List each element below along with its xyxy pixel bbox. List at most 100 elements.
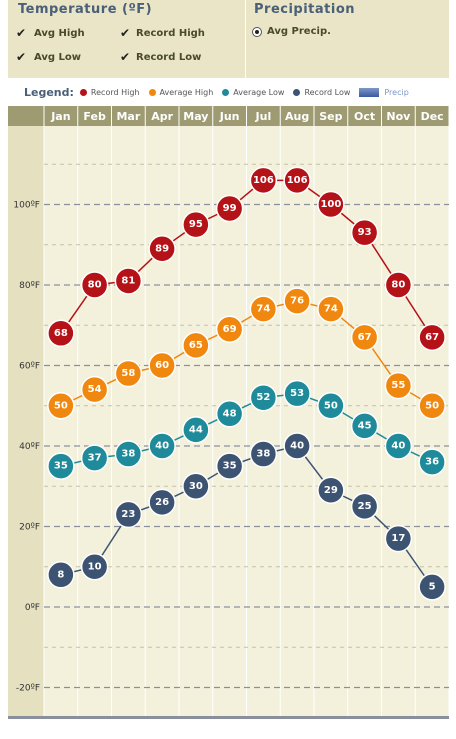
average-high-point xyxy=(249,295,278,323)
avg-precip-label: Avg Precip. xyxy=(267,26,331,37)
record-high-data-label: 106 xyxy=(253,175,274,186)
legend-label: Record Low xyxy=(304,87,351,97)
record-high-point xyxy=(418,323,446,352)
average-low-dot-icon xyxy=(222,88,230,96)
avg-high-checkbox[interactable]: ✔ Avg High xyxy=(16,26,85,40)
month-label: Apr xyxy=(151,110,173,123)
record-low-point xyxy=(148,488,176,517)
average-low-data-label: 38 xyxy=(121,449,135,460)
legend-item-average-high: Average High xyxy=(148,88,213,97)
avg-low-label: Avg Low xyxy=(34,51,82,63)
avg-high-label: Avg High xyxy=(34,27,85,39)
legend-item-record-low: Record Low xyxy=(293,88,350,97)
avg-low-checkbox[interactable]: ✔ Avg Low xyxy=(16,50,81,64)
month-label: Mar xyxy=(116,110,140,123)
average-high-point xyxy=(317,295,345,323)
record-low-point xyxy=(283,432,311,460)
month-label: Jun xyxy=(219,110,240,123)
month-label: Jan xyxy=(50,110,70,123)
average-high-data-label: 54 xyxy=(88,384,102,395)
record-low-point xyxy=(384,524,413,553)
precipitation-title: Precipitation xyxy=(254,2,356,17)
average-high-dot-icon xyxy=(148,88,156,96)
y-tick-label: 60ºF xyxy=(19,362,40,372)
panel-divider xyxy=(245,0,246,78)
record-high-data-label: 106 xyxy=(287,175,308,186)
record-high-data-label: 100 xyxy=(320,199,341,210)
options-panel: Temperature (ºF) ✔ Avg High ✔ Record Hig… xyxy=(8,0,449,78)
month-label: Oct xyxy=(354,110,375,123)
average-high-data-label: 69 xyxy=(223,324,237,335)
record-low-data-label: 17 xyxy=(391,533,405,544)
temperature-title: Temperature (ºF) xyxy=(18,2,153,17)
record-high-data-label: 81 xyxy=(121,275,135,286)
record-low-data-label: 30 xyxy=(189,481,203,492)
average-low-point xyxy=(215,400,244,428)
average-low-point xyxy=(317,392,345,420)
record-low-data-label: 26 xyxy=(155,497,169,508)
average-low-point xyxy=(148,432,176,460)
record-low-point xyxy=(350,492,379,521)
average-low-data-label: 53 xyxy=(290,388,304,399)
record-low-data-label: 35 xyxy=(223,461,237,472)
record-low-data-label: 23 xyxy=(121,509,135,520)
checkmark-icon: ✔ xyxy=(16,26,27,40)
record-low-point xyxy=(47,561,75,589)
average-low-point xyxy=(418,448,446,476)
average-low-point xyxy=(384,432,413,460)
record-high-point xyxy=(80,271,109,299)
average-high-data-label: 50 xyxy=(54,400,68,411)
record-high-point xyxy=(148,235,176,263)
checkmark-icon: ✔ xyxy=(120,50,131,64)
legend-item-average-low: Average Low xyxy=(222,88,284,97)
average-low-point xyxy=(350,412,379,440)
legend-label: Precip xyxy=(384,87,409,97)
record-low-point xyxy=(182,472,210,500)
record-low-checkbox[interactable]: ✔ Record Low xyxy=(120,50,201,64)
legend-item-record-high: Record High xyxy=(79,87,140,97)
average-low-point xyxy=(80,444,109,472)
record-high-data-label: 89 xyxy=(155,243,169,254)
month-label: Jul xyxy=(255,110,272,123)
record-high-point xyxy=(47,319,75,348)
average-low-data-label: 45 xyxy=(358,420,372,431)
avg-precip-radio[interactable]: Avg Precip. xyxy=(252,26,331,37)
record-low-data-label: 29 xyxy=(324,485,338,496)
month-header-band xyxy=(8,106,449,126)
record-low-point xyxy=(114,500,143,529)
y-tick-label: 40ºF xyxy=(19,442,40,452)
average-low-point xyxy=(182,416,210,444)
month-label: Sep xyxy=(319,110,342,123)
record-low-data-label: 38 xyxy=(256,449,270,460)
average-low-point xyxy=(283,379,311,408)
month-label: Feb xyxy=(83,110,106,123)
average-low-data-label: 48 xyxy=(223,408,237,419)
average-low-data-label: 36 xyxy=(425,457,439,468)
average-high-data-label: 65 xyxy=(189,340,203,351)
plot-bottom-border xyxy=(8,716,449,719)
record-high-point xyxy=(114,267,143,295)
average-high-data-label: 58 xyxy=(121,368,135,379)
y-tick-label: 20ºF xyxy=(19,523,40,533)
record-low-point xyxy=(249,440,278,468)
average-high-data-label: 74 xyxy=(256,304,270,315)
record-high-data-label: 95 xyxy=(189,219,203,230)
average-low-point xyxy=(114,440,143,468)
record-low-data-label: 10 xyxy=(88,561,102,572)
legend-label: Record High xyxy=(90,87,140,97)
precip-swatch-icon xyxy=(359,87,380,97)
y-tick-label: -20ºF xyxy=(16,684,40,694)
average-high-data-label: 67 xyxy=(358,332,372,343)
month-label: Dec xyxy=(421,110,444,123)
average-high-point xyxy=(47,392,75,420)
record-high-checkbox[interactable]: ✔ Record High xyxy=(120,26,205,40)
record-low-point xyxy=(418,573,446,601)
average-high-data-label: 74 xyxy=(324,304,338,315)
checkmark-icon: ✔ xyxy=(16,50,27,64)
average-high-point xyxy=(418,392,446,420)
average-high-point xyxy=(283,287,311,315)
record-low-label: Record Low xyxy=(136,51,202,63)
record-low-data-label: 5 xyxy=(429,581,436,592)
record-high-point xyxy=(215,194,244,223)
record-high-data-label: 80 xyxy=(391,280,405,291)
